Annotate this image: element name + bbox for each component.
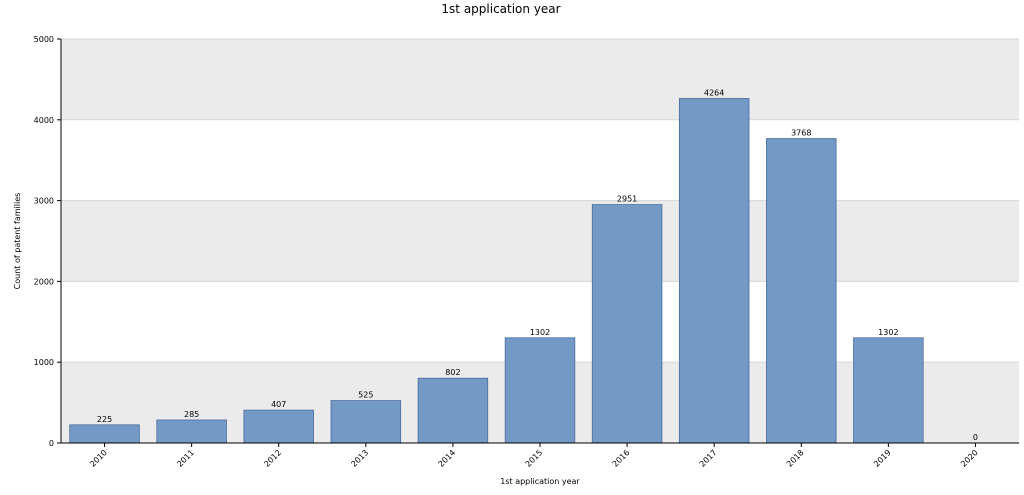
x-tick-label: 2010 (88, 448, 109, 469)
x-tick-label: 2017 (698, 448, 719, 469)
x-tick-label: 2011 (175, 448, 196, 469)
y-tick-label: 2000 (34, 277, 54, 286)
bar-value-label-2016: 2951 (617, 195, 637, 204)
bar-value-label-2011: 285 (184, 410, 199, 419)
plot-band (61, 200, 1019, 282)
bar-value-label-2019: 1302 (878, 328, 898, 337)
x-tick-label: 2012 (262, 448, 283, 469)
x-tick-label: 2020 (959, 448, 980, 469)
bar-2011 (156, 419, 227, 444)
plot-band (61, 39, 1019, 120)
bar-value-label-2015: 1302 (530, 328, 550, 337)
bar-2013 (330, 400, 402, 444)
bar-2014 (417, 377, 489, 444)
plot-background-bands (61, 39, 1019, 443)
x-axis-label: 1st application year (500, 477, 580, 486)
y-tick-label: 5000 (34, 35, 54, 44)
x-axis-ticks: 2010 2011 2012 2013 2014 2015 2016 2017 2018 2019… (88, 443, 980, 469)
x-tick-label: 2015 (524, 448, 545, 469)
bar-value-label-2010: 225 (97, 415, 112, 424)
y-tick-label: 0 (49, 439, 54, 448)
bar-2018 (766, 138, 837, 444)
chart-title: 1st application year (441, 2, 560, 16)
bar-value-label-2014: 802 (445, 368, 460, 377)
y-axis-ticks: 0 1000 2000 3000 4000 5000 (34, 35, 61, 448)
bar-value-label-2020: 0 (973, 433, 978, 442)
bar-2016 (591, 204, 663, 444)
y-tick-label: 1000 (34, 358, 54, 367)
bar-2019 (853, 337, 924, 444)
plot-band (61, 119, 1019, 201)
bar-value-label-2018: 3768 (791, 129, 811, 138)
y-axis-label: Count of patent families (13, 193, 22, 290)
bar-value-label-2017: 4264 (704, 88, 724, 97)
x-tick-label: 2016 (611, 448, 632, 469)
y-tick-label: 4000 (34, 116, 54, 125)
x-tick-label: 2019 (872, 448, 893, 469)
y-tick-label: 3000 (34, 197, 54, 206)
bar-2015 (504, 337, 576, 444)
x-tick-label: 2014 (437, 448, 458, 469)
bar-value-label-2013: 525 (358, 391, 373, 400)
bar-2012 (243, 409, 314, 444)
bar-value-labels: 225 285 407 525 802 1302 2951 4264 3768 1302 0 (97, 88, 978, 442)
bar-2017 (678, 98, 750, 444)
bar-2010 (69, 424, 140, 444)
x-tick-label: 2018 (785, 448, 806, 469)
x-tick-label: 2013 (349, 448, 370, 469)
bar-value-label-2012: 407 (271, 400, 286, 409)
